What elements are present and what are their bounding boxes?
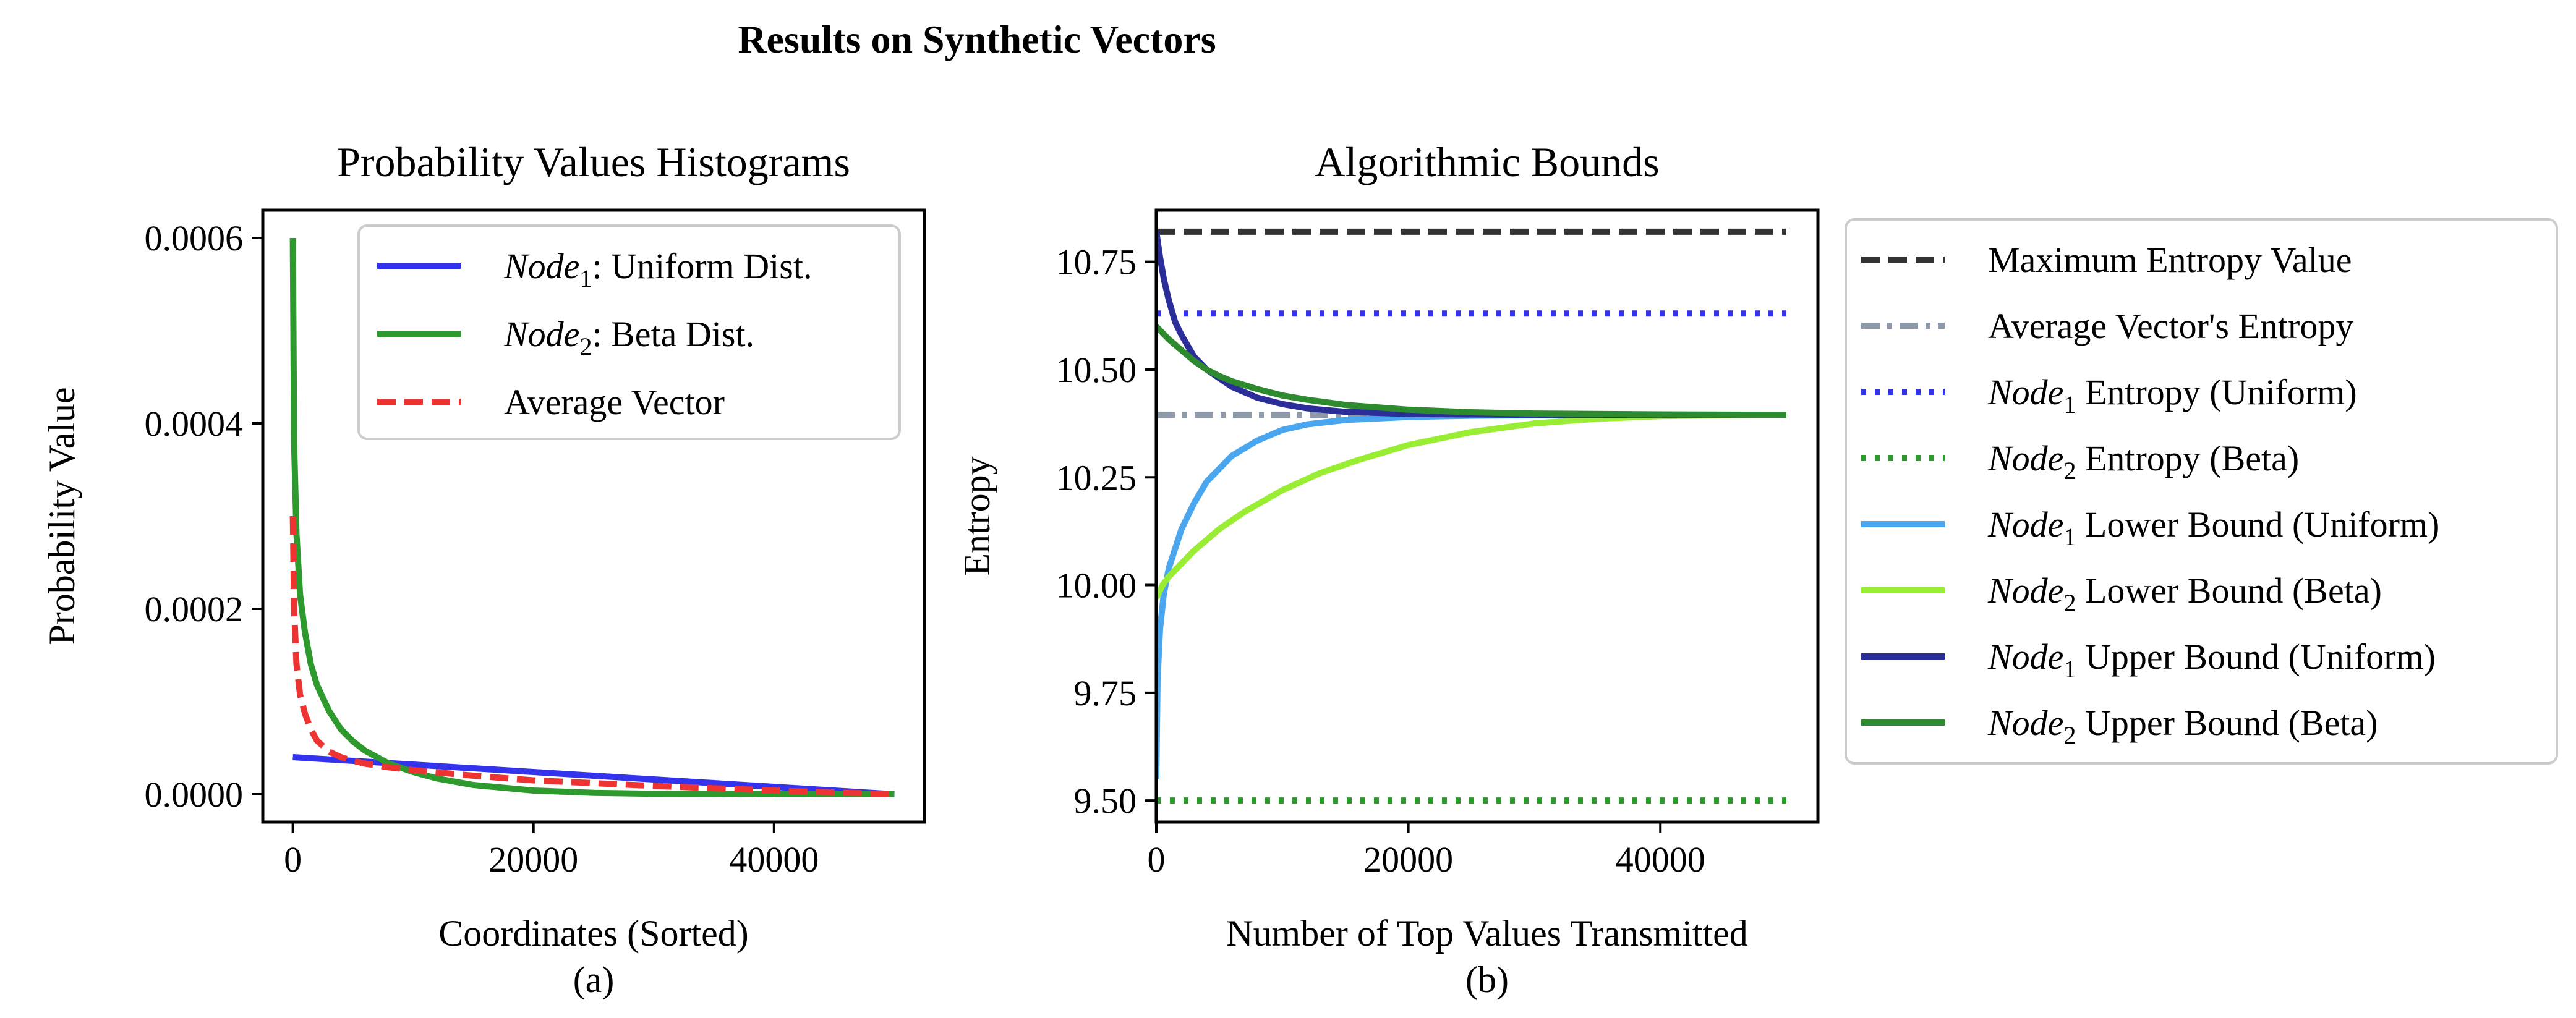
- panel-b-legend-label: Node2 Entropy (Beta): [1987, 438, 2299, 485]
- panel-a-caption: (a): [573, 959, 615, 1000]
- panel-a-ytick-label: 0.0002: [145, 589, 244, 629]
- panel-b-series-8: [1156, 324, 1787, 418]
- panel-b-title: Algorithmic Bounds: [1315, 138, 1659, 185]
- panel-a-ylabel: Probability Value: [41, 387, 82, 645]
- panel-a-series-2: [289, 237, 895, 797]
- panel-a-plot-area: [289, 237, 895, 797]
- panel-b-legend: Maximum Entropy Value Average Vector's En…: [1845, 218, 2558, 765]
- panel-a-title: Probability Values Histograms: [337, 138, 850, 185]
- panel-a-legend-label: Node2: Beta Dist.: [503, 314, 754, 360]
- panel-b-series-7: [1156, 231, 1786, 418]
- panel-a-xtick-label: 40000: [729, 839, 819, 880]
- panel-b-plot-area: [1156, 228, 1787, 804]
- panel-b-ytick-label: 9.75: [1074, 673, 1137, 713]
- panel-a-ytick-label: 0.0000: [145, 774, 244, 815]
- panel-b-legend-label: Node1 Entropy (Uniform): [1987, 372, 2357, 418]
- panel-b-ytick-label: 10.00: [1056, 566, 1137, 606]
- panel-b-series-5: [1156, 412, 1786, 779]
- panel-a-legend-box: [357, 224, 901, 440]
- panel-b-frame: [1154, 208, 1820, 824]
- panel-b-ytick-label: 10.25: [1056, 457, 1137, 498]
- panel-b-legend-label: Average Vector's Entropy: [1988, 306, 2353, 346]
- panel-a-xtick-label: 20000: [488, 839, 578, 880]
- panel-b: Algorithmic Bounds 0 20000 40000 9.50 9.75 10…: [957, 138, 2558, 1000]
- panel-a-xtick-label: 0: [284, 839, 302, 880]
- panel-a-legend-label: Node1: Uniform Dist.: [503, 246, 812, 292]
- panel-a-legend: Node1: Uniform Dist. Node2: Beta Dist. Ave…: [357, 224, 901, 440]
- panel-b-legend-box: [1845, 218, 2558, 765]
- panel-b-xtick-label: 0: [1148, 839, 1166, 880]
- panel-b-ylabel: Entropy: [957, 456, 997, 575]
- panel-a-ytick-label: 0.0004: [145, 404, 244, 444]
- panel-b-ticks: 0 20000 40000 9.50 9.75 10.00 10.25 10.50 10.75: [1056, 242, 1705, 880]
- panel-a-xlabel: Coordinates (Sorted): [438, 913, 749, 954]
- panel-a-ytick-label: 0.0006: [145, 218, 244, 258]
- panel-b-xtick-label: 20000: [1363, 839, 1453, 880]
- panel-b-legend-label: Node2 Upper Bound (Beta): [1987, 703, 2378, 749]
- panel-b-caption: (b): [1465, 959, 1509, 1000]
- panel-a-series-3: [289, 515, 895, 797]
- panel-b-xlabel: Number of Top Values Transmitted: [1226, 913, 1748, 954]
- panel-b-legend-label: Node2 Lower Bound (Beta): [1987, 571, 2382, 617]
- panel-b-ytick-label: 9.50: [1074, 781, 1137, 821]
- panel-b-legend-label: Node1 Upper Bound (Uniform): [1987, 637, 2436, 683]
- panel-b-ytick-label: 10.50: [1056, 350, 1137, 390]
- figure-title: Results on Synthetic Vectors: [738, 17, 1216, 61]
- panel-b-legend-label: Node1 Lower Bound (Uniform): [1987, 504, 2439, 551]
- panel-a-legend-label: Average Vector: [504, 382, 725, 422]
- panel-b-ytick-label: 10.75: [1056, 242, 1137, 282]
- panel-a: Probability Values Histograms 0 20000 4000…: [41, 138, 926, 1000]
- panel-b-legend-label: Maximum Entropy Value: [1988, 240, 2352, 280]
- panel-b-xtick-label: 40000: [1616, 839, 1705, 880]
- panel-a-ticks: 0 20000 40000 0.0000 0.0002 0.0004 0.0006: [145, 218, 819, 880]
- panel-a-frame: [261, 208, 926, 824]
